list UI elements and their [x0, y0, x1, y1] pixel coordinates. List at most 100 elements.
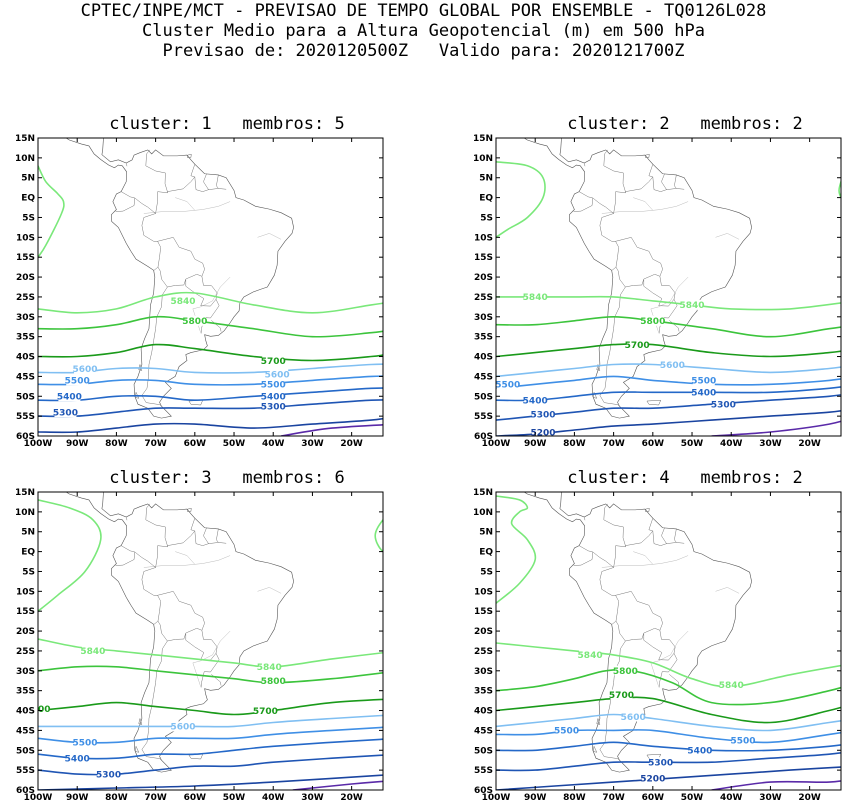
lon-label: 30W	[301, 793, 324, 803]
contour-label-5300: 5300	[531, 410, 556, 420]
figure-title-line3: Previsao de: 2020120500Z Valido para: 20…	[162, 41, 685, 61]
lat-label: 40S	[474, 707, 493, 717]
country-border	[643, 630, 676, 661]
lon-label: 70W	[144, 793, 167, 803]
panel-title-cluster-1: cluster: 1 membros: 5	[109, 114, 345, 134]
country-border	[661, 527, 667, 544]
contour-5700	[496, 696, 841, 724]
contour-label-5500: 5500	[691, 377, 716, 387]
lat-label: 30S	[16, 667, 35, 677]
river	[601, 201, 689, 214]
country-border	[615, 237, 663, 288]
lat-label: 10S	[16, 233, 35, 243]
contour-label-background	[74, 363, 97, 374]
country-border	[592, 551, 619, 625]
lon-label: 50W	[681, 439, 704, 449]
lon-label: 60W	[184, 793, 207, 803]
lon-label: 100W	[24, 793, 53, 803]
coastline	[523, 492, 752, 773]
country-border	[583, 162, 586, 167]
map-panel-cluster-3: 5840 5840 5800 5700 5700 5600 5500 5400 5300 15N 1…	[15, 488, 384, 803]
island	[645, 153, 650, 158]
contour-label-5840: 5840	[679, 301, 704, 311]
contour-label-background	[524, 291, 547, 302]
contour-label-background	[54, 407, 77, 418]
country-border	[167, 530, 196, 546]
contour-label-background	[262, 675, 285, 686]
contour-label-background	[626, 339, 649, 350]
country-border	[134, 197, 161, 271]
contour-label-5800: 5800	[613, 667, 638, 677]
contour-label-background	[183, 315, 206, 326]
contour-label-5800: 5800	[261, 677, 286, 687]
island	[596, 363, 601, 371]
lat-label: 60S	[474, 786, 493, 796]
contour-label-5200: 5200	[531, 428, 556, 438]
lon-label: 80W	[563, 439, 586, 449]
contour-label-5840: 5840	[578, 651, 603, 661]
lon-label: 80W	[563, 793, 586, 803]
contour-label-background	[254, 705, 277, 716]
contour-label-5300: 5300	[53, 408, 78, 418]
contour-5400	[38, 387, 383, 402]
lon-label: 20W	[340, 793, 363, 803]
contour-label-background	[524, 395, 547, 406]
contour-5300	[38, 399, 383, 418]
lat-label: 20S	[16, 627, 35, 637]
contour-5400	[496, 386, 841, 402]
island	[645, 507, 650, 512]
figure-title-line2: Cluster Medio para a Altura Geopotencial…	[142, 21, 705, 41]
contour-label-background	[97, 769, 120, 780]
contour-label-background	[579, 649, 602, 660]
lon-label: 90W	[66, 793, 89, 803]
lat-label: 5S	[22, 567, 35, 577]
contour-label-5700: 5700	[25, 705, 50, 715]
lat-label: 15S	[474, 253, 493, 263]
river	[633, 551, 653, 565]
lon-label: 30W	[759, 793, 782, 803]
contour-label-background	[731, 735, 754, 746]
contour-label-background	[641, 773, 664, 784]
country-border	[583, 516, 586, 521]
contour-5840	[496, 295, 841, 311]
lon-label: 40W	[720, 793, 743, 803]
map-plot-area: 5840 5840 5800 5700 5700 5600 5500 5400 5300	[25, 492, 383, 790]
contour-5100	[711, 420, 841, 436]
contour-label-background	[641, 315, 664, 326]
lon-label: 30W	[759, 439, 782, 449]
lat-label: EQ	[21, 548, 35, 558]
contour-label-background	[172, 721, 195, 732]
coastline	[65, 138, 294, 419]
contour-5500	[496, 375, 841, 390]
river	[257, 233, 282, 240]
map-frame	[37, 491, 384, 791]
country-border	[648, 518, 685, 546]
contour-5800	[496, 668, 841, 706]
lon-label: 20W	[798, 439, 821, 449]
country-border	[185, 276, 218, 307]
lat-label: 55S	[16, 766, 35, 776]
country-border	[592, 197, 619, 271]
contour-5500	[496, 729, 841, 744]
country-border	[115, 191, 136, 212]
island	[646, 399, 662, 406]
contour-5100	[280, 424, 383, 436]
contour-label-5840: 5840	[171, 297, 196, 307]
lon-label: 90W	[66, 439, 89, 449]
contour-5840	[496, 161, 546, 238]
contour-5840	[496, 495, 537, 604]
contour-label-background	[720, 679, 743, 690]
contour-label-background	[262, 379, 285, 390]
lat-label: 60S	[474, 432, 493, 442]
lon-label: 70W	[602, 793, 625, 803]
contour-5700	[38, 698, 383, 716]
country-border	[211, 320, 222, 332]
lat-label: 5N	[21, 174, 35, 184]
map-plot-area: 5840 5840 5800 5700 5600 5500 5500 5400 5300 5200	[496, 492, 841, 790]
contour-label-5500: 5500	[73, 739, 98, 749]
lon-label: 20W	[798, 793, 821, 803]
lat-label: 5S	[480, 567, 493, 577]
contour-label-background	[81, 645, 104, 656]
